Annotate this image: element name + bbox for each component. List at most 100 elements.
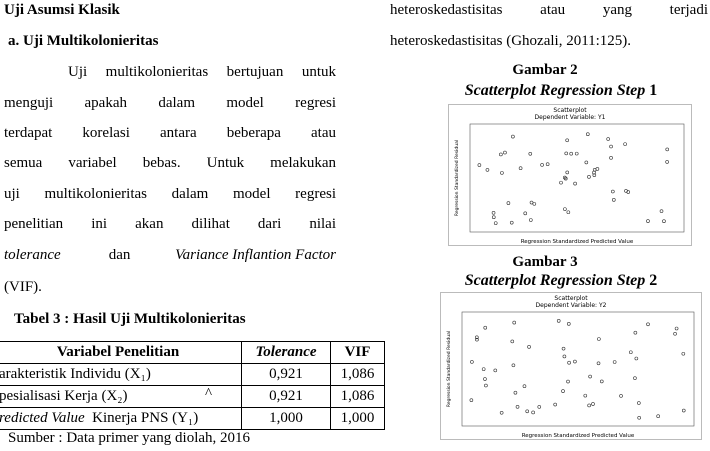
text: pesialisasi Kerja (X₂) — [0, 388, 128, 404]
text: Kinerja PNS (Y₁) — [92, 410, 199, 426]
header-cell: Tolerance — [241, 341, 331, 364]
point — [633, 376, 637, 380]
point — [563, 207, 567, 211]
point — [609, 156, 613, 160]
point — [646, 322, 650, 327]
point — [673, 332, 677, 336]
plot-frame — [440, 292, 702, 440]
x-axis-label: Regression Standardized Predicted Value — [521, 239, 634, 245]
point — [545, 162, 550, 167]
table-title: Tabel 3 : Hasil Uji Multikolonieritas — [14, 311, 246, 327]
point — [531, 410, 535, 415]
point — [599, 379, 604, 384]
point — [491, 215, 496, 220]
point — [477, 163, 482, 167]
point — [515, 405, 520, 409]
text-line: uji multikolonieritas dalam model regres… — [4, 186, 336, 202]
cell: 1,086 — [330, 363, 385, 386]
caption-number: 1 — [649, 82, 658, 99]
subheading: a. Uji Multikolonieritas — [8, 33, 159, 49]
caption-text: Scatterplot Regression Step — [464, 272, 646, 289]
y-axis-label: Regression Standardized Residual — [454, 140, 460, 216]
text-line: semua variabel bebas. Untuk melakukan — [4, 155, 336, 171]
point — [659, 209, 664, 213]
point — [606, 137, 610, 141]
point — [493, 368, 498, 373]
cell: redicted Value Kinerja PNS (Y₁) — [0, 407, 242, 430]
plot-area — [461, 311, 695, 427]
point — [522, 384, 527, 389]
point — [597, 337, 601, 341]
plot-subtitle: Dependent Variable: Y1 — [535, 114, 606, 121]
point — [567, 360, 571, 365]
cell: 1,000 — [330, 407, 385, 430]
point — [592, 173, 597, 177]
point — [612, 198, 616, 202]
source: Sumber : Data primer yang diolah, 2016 — [8, 430, 251, 446]
point — [624, 189, 628, 193]
table: Variabel Penelitian Tolerance VIF arakteri… — [0, 341, 385, 430]
cell: arakteristik Individu (X₁) — [0, 363, 242, 386]
figure-caption: Scatterplot Regression Step 2 — [411, 272, 710, 290]
point — [503, 150, 507, 155]
point — [623, 142, 627, 146]
point — [588, 374, 592, 379]
point — [491, 211, 496, 215]
point — [629, 350, 633, 355]
point — [512, 320, 517, 325]
point — [662, 219, 666, 224]
text: dan — [108, 247, 131, 263]
point — [646, 219, 650, 223]
figure-label: Gambar 3 — [512, 254, 578, 270]
point — [574, 151, 579, 156]
cell: 1,000 — [241, 407, 331, 430]
point — [559, 180, 563, 185]
mark-text: ^ — [205, 386, 213, 402]
figure-caption: Scatterplot Regression Step 1 — [411, 82, 710, 100]
point — [563, 176, 568, 181]
point — [566, 210, 571, 215]
point — [529, 218, 533, 222]
italic-text: tolerance — [4, 247, 61, 263]
point — [510, 339, 515, 344]
x-axis-label: Regression Standardized Predicted Value — [522, 433, 635, 439]
point — [674, 326, 679, 331]
point — [525, 409, 530, 414]
point — [573, 181, 577, 186]
point — [584, 160, 589, 165]
point — [583, 393, 588, 398]
italic-text: redicted Value — [0, 410, 85, 426]
point — [634, 356, 639, 361]
plot-title: Scatterplot — [553, 107, 587, 114]
plot-frame — [448, 104, 692, 246]
point — [592, 170, 596, 175]
point — [529, 200, 534, 205]
point — [469, 398, 474, 402]
point — [485, 168, 490, 172]
plot-area — [469, 123, 685, 233]
point — [562, 175, 567, 180]
point — [562, 354, 567, 359]
point — [595, 167, 600, 171]
text-line: heteroskedastisitas atau yang terjadi — [390, 2, 708, 18]
point — [499, 410, 504, 415]
point — [681, 408, 686, 413]
caption-text: Scatterplot Regression Step — [464, 82, 646, 99]
point — [561, 389, 565, 393]
point — [556, 319, 561, 323]
point — [611, 189, 615, 194]
point — [484, 383, 488, 388]
point — [483, 377, 487, 381]
point — [518, 166, 523, 171]
point — [511, 134, 515, 139]
point — [493, 221, 498, 225]
point — [566, 322, 571, 326]
point — [475, 337, 479, 342]
figure-label: Gambar 2 — [512, 62, 578, 78]
point — [587, 403, 591, 408]
italic-text: Variance Inflantion Factor — [175, 247, 336, 263]
point — [681, 351, 686, 356]
point — [565, 138, 569, 143]
